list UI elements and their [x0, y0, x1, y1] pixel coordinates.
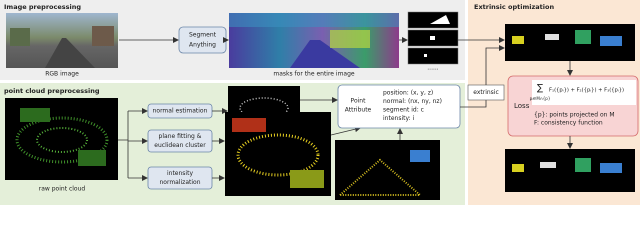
- ellipsis: ......: [427, 65, 439, 72]
- attribute-title: Attribute: [345, 107, 372, 114]
- connector: [460, 100, 487, 108]
- projection-top: [505, 24, 635, 61]
- arrow: [330, 126, 361, 136]
- mask-label: masks for the entire image: [273, 71, 355, 78]
- attribute: position: (x, y, z): [383, 90, 433, 97]
- formula-terms: F₁({pᵢ}) + F₂({pᵢ}) + F₃({pᵢ}): [549, 88, 624, 94]
- raw-label: raw point cloud: [39, 186, 86, 193]
- connector: [118, 111, 129, 178]
- attribute-box: [337, 84, 461, 129]
- step-label: euclidean cluster: [154, 142, 206, 149]
- panel-title: Extrinsic optimization: [474, 3, 554, 11]
- mask-image: [229, 13, 399, 68]
- segment-label: Segment: [189, 32, 217, 39]
- step-label: intensity: [167, 170, 193, 177]
- loss-note: {p}: points projected on M: [534, 112, 615, 119]
- mask-thumbnails: [407, 11, 459, 65]
- step-label: normalization: [159, 179, 200, 186]
- cluster-output: [335, 140, 440, 200]
- rgb-image: [6, 13, 118, 68]
- segment-label: Anything: [189, 42, 216, 49]
- loss-note: F: consistency function: [534, 120, 603, 127]
- diagram: Image preprocessing RGB image Segment An…: [0, 0, 640, 205]
- attribute: intensity: i: [383, 115, 415, 122]
- formula-box: [532, 80, 636, 105]
- projection-bottom: [505, 149, 635, 192]
- extrinsic-label: extrinsic: [473, 89, 499, 96]
- arrow: [485, 45, 505, 85]
- rgb-label: RGB image: [45, 71, 79, 78]
- raw-point-cloud: [5, 98, 118, 180]
- panel-title: Image preprocessing: [4, 3, 81, 11]
- step-label: plane fitting &: [159, 133, 202, 140]
- panel-title: point cloud preprocessing: [4, 87, 100, 95]
- attribute: segment id: c: [383, 107, 424, 114]
- loss-label: Loss: [514, 102, 530, 110]
- attribute: normal: (nx, ny, nz): [383, 98, 442, 105]
- formula-subscript: pᵢ∈M∩{p}: [530, 96, 551, 101]
- formula-sum: ∑: [537, 84, 543, 94]
- attribute-title: Point: [351, 98, 367, 105]
- step-label: normal estimation: [153, 108, 208, 115]
- intensity-output: [225, 112, 331, 196]
